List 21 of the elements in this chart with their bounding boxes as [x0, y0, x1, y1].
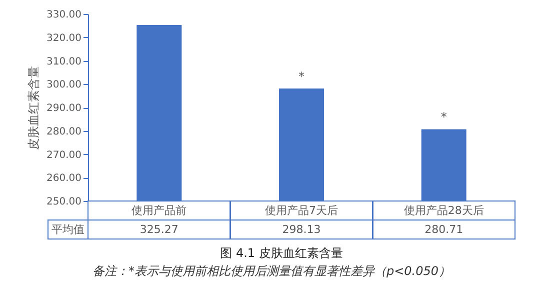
text: 平均值 [52, 223, 84, 236]
y-tick-label: 320.00 [46, 32, 82, 44]
y-tick-label: 270.00 [46, 150, 82, 161]
data-label: 298.13 [282, 223, 321, 236]
x-tick-label: 使用产品前 [132, 204, 187, 217]
y-tick-label: 280.00 [46, 126, 82, 138]
y-tick-label: 330.00 [46, 10, 82, 20]
data-label: 280.71 [424, 223, 464, 236]
annotation: * [440, 110, 447, 124]
y-tick-label: 310.00 [46, 56, 82, 68]
data-label: 325.27 [140, 223, 178, 236]
y-tick-label: 250.00 [46, 196, 82, 208]
x-tick-label: 使用产品7天后 [265, 204, 338, 217]
y-tick-label: 300.00 [46, 80, 82, 91]
y-axis-title: 皮肤血红素含量 [26, 66, 41, 150]
text: 图 4.1 皮肤血红素含量 [220, 246, 343, 260]
x-tick-label: 使用产品28天后 [404, 204, 484, 217]
text: 备注：*表示与使用前相比使用后测量值有显著性差异（p<0.050） [92, 264, 451, 278]
y-tick-label: 260.00 [46, 173, 82, 184]
y-tick-label: 290.00 [46, 103, 82, 114]
annotation: * [298, 69, 304, 84]
